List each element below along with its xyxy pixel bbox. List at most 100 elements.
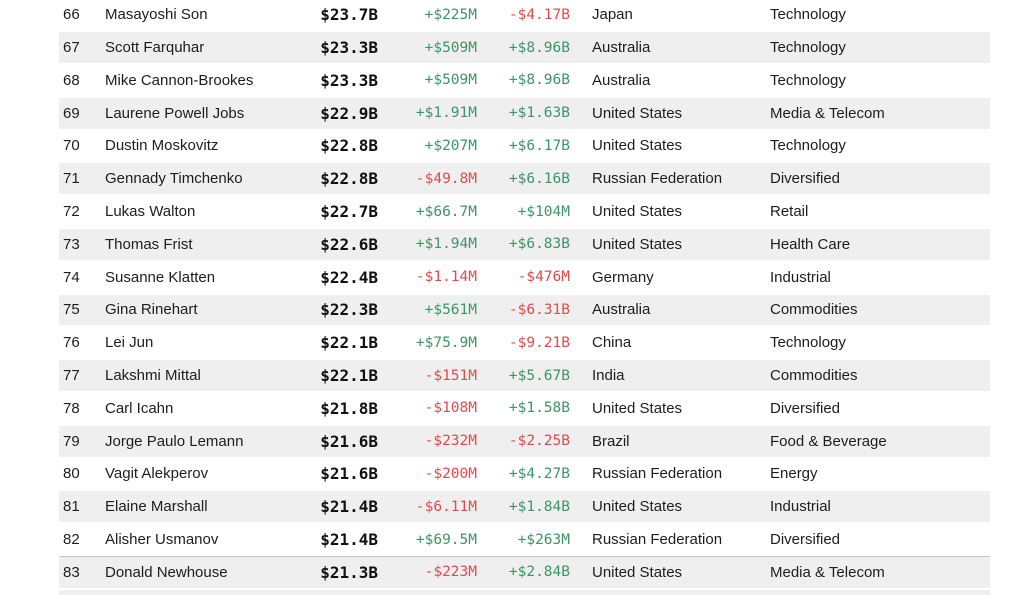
net-worth-cell: $21.6B — [320, 431, 378, 451]
net-worth-cell: $23.7B — [320, 5, 378, 25]
industry-cell: Technology — [770, 137, 846, 155]
daily-change-cell: -$1.14M — [415, 269, 477, 286]
daily-change-cell: -$108M — [424, 400, 477, 417]
industry-cell: Diversified — [770, 399, 841, 417]
name-cell: Elaine Marshall — [105, 498, 208, 516]
table-row[interactable]: 69 Laurene Powell Jobs $22.9B +$1.91M +$1.63… — [59, 96, 990, 130]
table-row[interactable]: 67 Scott Farquhar $23.3B +$509M +$8.96B Austr… — [59, 31, 990, 64]
daily-change-cell: -$200M — [424, 465, 477, 482]
rank-cell: 79 — [63, 432, 80, 450]
name-cell: Gennady Timchenko — [105, 170, 243, 188]
rank-cell: 77 — [63, 367, 80, 385]
name-cell: Dustin Moskovitz — [105, 137, 219, 155]
table-row[interactable]: 66 Masayoshi Son $23.7B +$225M -$4.17B Japan T… — [59, 0, 990, 32]
table-row[interactable]: 72 Lukas Walton $22.7B +$66.7M +$104M United … — [59, 195, 990, 228]
name-cell: Donald Newhouse — [105, 563, 228, 581]
rank-cell: 76 — [63, 334, 80, 352]
daily-change-cell: -$223M — [424, 564, 477, 581]
country-cell: Russian Federation — [592, 170, 723, 188]
rank-cell: 70 — [63, 137, 80, 155]
net-worth-cell: $22.6B — [320, 234, 378, 254]
daily-change-cell: -$151M — [424, 367, 477, 384]
name-cell: Alisher Usmanov — [105, 531, 219, 549]
country-cell: Germany — [592, 268, 654, 286]
daily-change-cell: +$66.7M — [415, 203, 477, 220]
ytd-change-cell: +$1.84B — [508, 498, 570, 515]
rank-cell: 69 — [63, 104, 80, 122]
name-cell: Lakshmi Mittal — [105, 367, 201, 385]
table-row[interactable]: 77 Lakshmi Mittal $22.1B -$151M +$5.67B India… — [59, 359, 990, 392]
name-cell: Scott Farquhar — [105, 39, 205, 57]
table-row[interactable]: 75 Gina Rinehart $22.3B +$561M -$6.31B Austra… — [59, 293, 990, 327]
daily-change-cell: +$1.94M — [415, 236, 477, 253]
net-worth-cell: $22.4B — [320, 267, 378, 287]
industry-cell: Food & Beverage — [770, 432, 887, 450]
name-cell: Mike Cannon-Brookes — [105, 71, 254, 89]
industry-cell: Media & Telecom — [770, 104, 885, 122]
table-row[interactable]: 74 Susanne Klatten $22.4B -$1.14M -$476M Germ… — [59, 260, 990, 294]
name-cell: Thomas Frist — [105, 235, 193, 253]
ytd-change-cell: +$2.84B — [508, 564, 570, 581]
industry-cell: Technology — [770, 334, 846, 352]
rank-cell: 67 — [63, 39, 80, 57]
net-worth-cell: $21.6B — [320, 464, 378, 484]
ytd-change-cell: +$6.17B — [508, 137, 570, 154]
country-cell: Russian Federation — [592, 465, 723, 483]
ytd-change-cell: +$5.67B — [508, 367, 570, 384]
net-worth-cell: $23.3B — [320, 38, 378, 58]
daily-change-cell: -$232M — [424, 433, 477, 450]
daily-change-cell: +$509M — [424, 72, 477, 89]
name-cell: Gina Rinehart — [105, 301, 198, 319]
daily-change-cell: +$75.9M — [415, 334, 477, 351]
rank-cell: 71 — [63, 170, 80, 188]
ytd-change-cell: +$8.96B — [508, 39, 570, 56]
daily-change-cell: +$207M — [424, 137, 477, 154]
net-worth-cell: $22.9B — [320, 103, 378, 123]
net-worth-cell: $22.1B — [320, 366, 378, 386]
industry-cell: Retail — [770, 203, 809, 221]
industry-cell: Diversified — [770, 531, 841, 549]
country-cell: Brazil — [592, 432, 630, 450]
ytd-change-cell: +$1.58B — [508, 400, 570, 417]
table-row[interactable]: 83 Donald Newhouse $21.3B -$223M +$2.84B Unit… — [59, 555, 990, 589]
net-worth-cell: $22.8B — [320, 136, 378, 156]
table-row[interactable]: 80 Vagit Alekperov $21.6B -$200M +$4.27B Russ… — [59, 457, 990, 491]
rank-cell: 78 — [63, 399, 80, 417]
table-row[interactable]: 76 Lei Jun $22.1B +$75.9M -$9.21B China Techno… — [59, 326, 990, 360]
table-row[interactable]: 81 Elaine Marshall $21.4B -$6.11M +$1.84B Uni… — [59, 490, 990, 524]
name-cell: Jorge Paulo Lemann — [105, 432, 244, 450]
ytd-change-cell: +$8.96B — [508, 72, 570, 89]
country-cell: United States — [592, 498, 683, 516]
industry-cell: Industrial — [770, 498, 831, 516]
daily-change-cell: -$49.8M — [415, 170, 477, 187]
net-worth-cell: $21.3B — [320, 562, 378, 582]
rank-cell: 80 — [63, 465, 80, 483]
industry-cell: Industrial — [770, 268, 831, 286]
table-row[interactable]: 73 Thomas Frist $22.6B +$1.94M +$6.83B United… — [59, 227, 990, 261]
country-cell: China — [592, 334, 632, 352]
name-cell: Lei Jun — [105, 334, 154, 352]
net-worth-cell: $22.7B — [320, 202, 378, 222]
country-cell: United States — [592, 235, 683, 253]
table-row[interactable]: 70 Dustin Moskovitz $22.8B +$207M +$6.17B Uni… — [59, 129, 990, 163]
ytd-change-cell: -$6.31B — [508, 301, 570, 318]
ytd-change-cell: +$263M — [517, 531, 570, 548]
table-row[interactable]: 71 Gennady Timchenko $22.8B -$49.8M +$6.16B R… — [59, 162, 990, 196]
table-row[interactable]: 79 Jorge Paulo Lemann $21.6B -$232M -$2.25B B… — [59, 424, 990, 458]
country-cell: United States — [592, 563, 683, 581]
table-row[interactable]: 78 Carl Icahn $21.8B -$108M +$1.58B United St… — [59, 391, 990, 425]
ytd-change-cell: +$6.83B — [508, 236, 570, 253]
rank-cell: 74 — [63, 268, 80, 286]
country-cell: United States — [592, 203, 683, 221]
net-worth-cell: $21.4B — [320, 530, 378, 550]
name-cell: Carl Icahn — [105, 399, 174, 417]
country-cell: Japan — [592, 6, 633, 24]
table-row[interactable]: 68 Mike Cannon-Brookes $23.3B +$509M +$8.96B… — [59, 64, 990, 97]
billionaires-table: 66 Masayoshi Son $23.7B +$225M -$4.17B Japan T… — [59, 0, 990, 589]
table-row[interactable]: 82 Alisher Usmanov $21.4B +$69.5M +$263M Russ… — [59, 523, 990, 556]
industry-cell: Commodities — [770, 301, 858, 319]
country-cell: United States — [592, 104, 683, 122]
name-cell: Laurene Powell Jobs — [105, 104, 245, 122]
rank-cell: 82 — [63, 531, 80, 549]
